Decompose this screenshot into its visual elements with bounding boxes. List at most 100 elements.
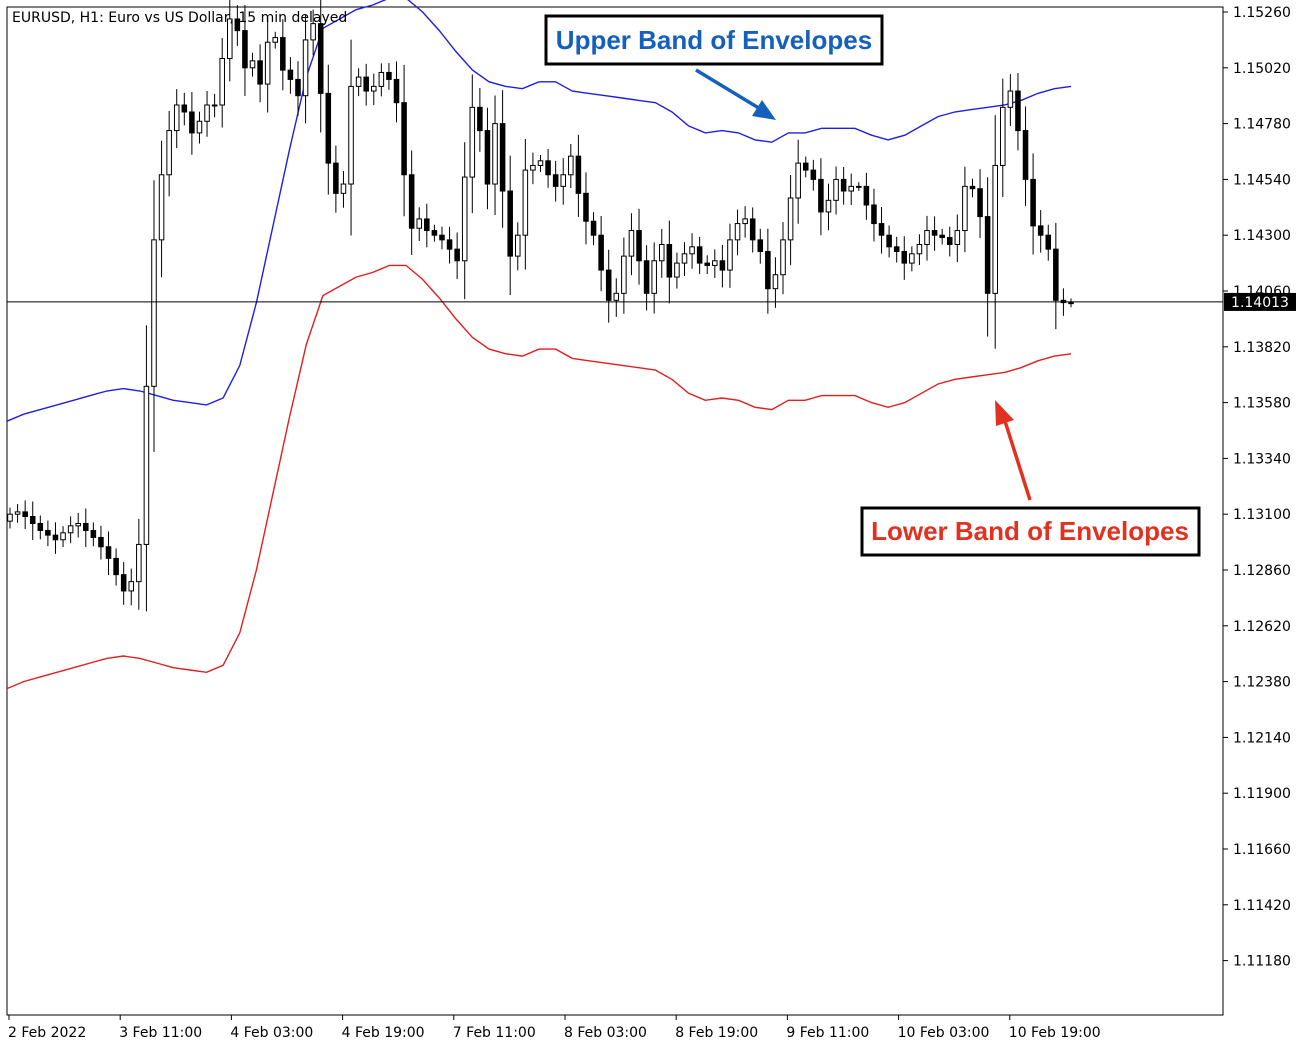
current-price-value: 1.14013 bbox=[1231, 295, 1289, 311]
x-tick-label: 3 Feb 11:00 bbox=[119, 1025, 202, 1041]
candle-body bbox=[795, 162, 801, 199]
upper-band-callout: Upper Band of Envelopes bbox=[544, 14, 884, 120]
candle-body bbox=[492, 123, 498, 185]
candle-body bbox=[75, 523, 81, 527]
candle-body bbox=[954, 230, 961, 246]
candle-body bbox=[749, 218, 756, 241]
candle-body bbox=[605, 269, 612, 301]
candle-body bbox=[136, 543, 142, 583]
candle-body bbox=[408, 174, 415, 229]
candle-body bbox=[1015, 90, 1021, 132]
time-axis: 2 Feb 2022 3 Feb 11:00 4 Feb 03:00 4 Feb 19… bbox=[8, 1015, 1101, 1041]
candle-body bbox=[704, 262, 711, 266]
y-tick-label: 1.12620 bbox=[1233, 619, 1291, 635]
candle-body bbox=[583, 192, 589, 222]
candle-body bbox=[636, 230, 642, 262]
candle-body bbox=[545, 160, 551, 176]
candle-body bbox=[848, 185, 854, 192]
candle-body bbox=[14, 511, 21, 515]
candle-body bbox=[333, 162, 339, 194]
candle-body bbox=[67, 525, 74, 534]
candle-body bbox=[568, 155, 574, 176]
candle-body bbox=[370, 85, 377, 92]
candle-body bbox=[840, 178, 847, 192]
candle-body bbox=[378, 71, 385, 87]
candle-body bbox=[1053, 248, 1059, 301]
candle-body bbox=[1022, 130, 1029, 180]
candle-body bbox=[340, 183, 347, 194]
candle-body bbox=[477, 106, 483, 132]
candle-body bbox=[249, 60, 256, 69]
candle-body bbox=[772, 274, 779, 290]
candle-body bbox=[158, 174, 165, 241]
candle-body bbox=[446, 239, 453, 250]
candle-body bbox=[416, 218, 423, 229]
x-tick-label: 4 Feb 03:00 bbox=[230, 1025, 313, 1041]
candle-body bbox=[621, 255, 627, 294]
y-tick-label: 1.14300 bbox=[1233, 228, 1291, 244]
candle-body bbox=[461, 176, 468, 262]
candle-body bbox=[325, 92, 332, 164]
y-tick-label: 1.13340 bbox=[1233, 451, 1291, 467]
y-tick-label: 1.13820 bbox=[1233, 340, 1291, 356]
candle-body bbox=[257, 60, 263, 85]
candle-body bbox=[757, 239, 764, 252]
candle-body bbox=[302, 39, 309, 97]
candle-body bbox=[189, 111, 195, 134]
upper-envelope-band bbox=[6, 0, 1072, 422]
candle-body bbox=[984, 216, 991, 294]
x-tick-label: 9 Feb 11:00 bbox=[786, 1025, 869, 1041]
lower-band-callout: Lower Band of Envelopes bbox=[860, 400, 1201, 557]
candle-body bbox=[560, 174, 567, 187]
lower-callout-arrowhead bbox=[995, 400, 1014, 426]
candle-body bbox=[22, 511, 28, 518]
candle-body bbox=[431, 230, 438, 236]
candle-body bbox=[317, 23, 324, 94]
candle-body bbox=[886, 234, 892, 248]
candle-body bbox=[522, 169, 529, 236]
x-tick-label: 10 Feb 03:00 bbox=[898, 1025, 990, 1041]
candle-body bbox=[969, 185, 976, 190]
candle-body bbox=[227, 18, 233, 60]
candle-body bbox=[734, 223, 741, 241]
candle-body bbox=[537, 160, 544, 166]
candle-body bbox=[681, 253, 688, 264]
candle-body bbox=[211, 104, 218, 107]
candle-body bbox=[901, 250, 908, 264]
candle-body bbox=[628, 230, 635, 257]
price-axis: 1.15260 1.15020 1.14780 1.14540 1.14300 1.140… bbox=[1223, 5, 1291, 970]
x-tick-label: 10 Feb 19:00 bbox=[1009, 1025, 1101, 1041]
current-price-label: 1.14013 bbox=[1224, 292, 1296, 311]
candlesticks bbox=[7, 0, 1074, 612]
x-tick-label: 2 Feb 2022 bbox=[8, 1025, 86, 1041]
candle-body bbox=[1007, 90, 1014, 108]
upper-callout-box bbox=[544, 14, 884, 66]
candle-body bbox=[765, 250, 771, 290]
candle-body bbox=[552, 174, 559, 187]
candle-body bbox=[507, 190, 513, 257]
candle-body bbox=[962, 185, 968, 232]
candle-body bbox=[666, 244, 673, 278]
candle-body bbox=[204, 104, 210, 122]
lower-envelope-band bbox=[6, 264, 1072, 690]
candle-body bbox=[590, 220, 597, 236]
candle-body bbox=[787, 197, 794, 241]
lower-callout-box bbox=[860, 506, 1201, 557]
candle-body bbox=[909, 253, 915, 264]
candle-body bbox=[727, 239, 733, 271]
candle-body bbox=[439, 234, 445, 241]
candle-body bbox=[810, 169, 817, 180]
candle-body bbox=[113, 557, 119, 576]
candle-body bbox=[37, 523, 44, 531]
candle-body bbox=[105, 546, 112, 559]
candle-body bbox=[643, 260, 650, 294]
candle-body bbox=[272, 37, 279, 43]
candle-body bbox=[196, 120, 203, 134]
upper-callout-arrowhead bbox=[752, 100, 776, 120]
candle-body bbox=[1045, 234, 1052, 250]
y-tick-label: 1.11900 bbox=[1233, 786, 1291, 802]
candle-body bbox=[166, 130, 172, 176]
y-tick-label: 1.11180 bbox=[1233, 954, 1291, 970]
x-tick-label: 7 Feb 11:00 bbox=[453, 1025, 536, 1041]
candle-body bbox=[719, 260, 726, 271]
